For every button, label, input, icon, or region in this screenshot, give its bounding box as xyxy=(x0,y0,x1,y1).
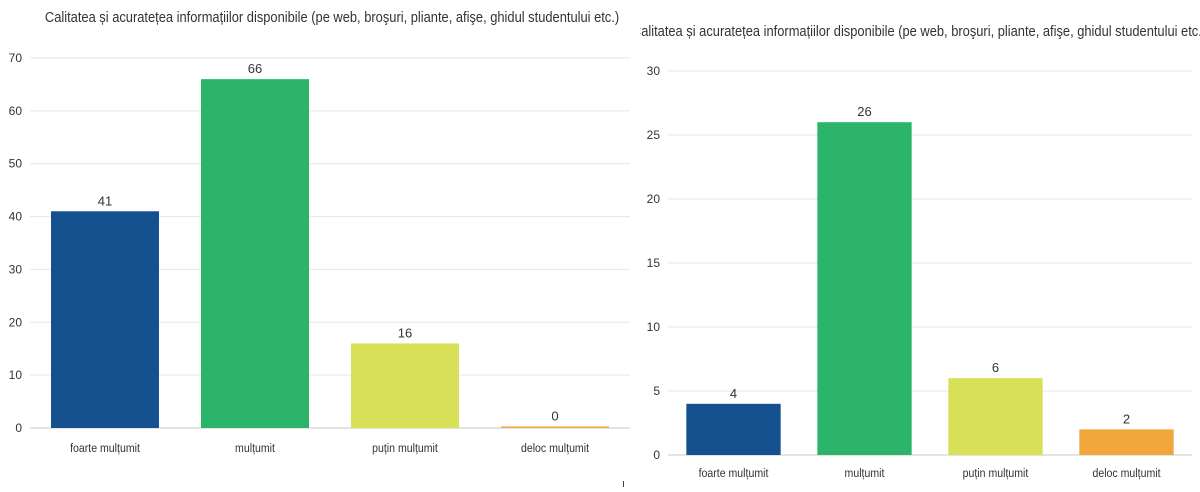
left-y-tick-label: 70 xyxy=(9,51,23,65)
right-bar-2 xyxy=(817,122,912,455)
chart-left-svg: Calitatea și acuratețea informațiilor di… xyxy=(9,8,630,455)
right-category-label: mulțumit xyxy=(845,467,886,480)
left-category-label: mulțumit xyxy=(235,442,276,455)
left-y-tick-label: 60 xyxy=(9,104,23,118)
left-bar-4 xyxy=(501,426,609,428)
left-y-tick-label: 10 xyxy=(9,368,23,382)
right-bar-3 xyxy=(948,378,1043,455)
left-bar-1 xyxy=(51,211,159,428)
left-bar-3 xyxy=(351,343,459,428)
chart-left: Calitatea și acuratețea informațiilor di… xyxy=(9,8,630,455)
right-y-tick-label: 20 xyxy=(647,192,661,206)
right-y-tick-label: 30 xyxy=(647,64,661,78)
right-y-tick-label: 15 xyxy=(647,256,661,270)
right-category-label: puțin mulțumit xyxy=(963,467,1030,480)
left-bar-value-label: 0 xyxy=(551,409,558,424)
left-y-tick-label: 20 xyxy=(9,315,23,329)
left-bar-2 xyxy=(201,79,309,429)
left-y-tick-label: 0 xyxy=(15,421,22,435)
left-bar-value-label: 16 xyxy=(398,325,412,340)
right-bar-value-label: 6 xyxy=(992,360,999,375)
left-y-tick-label: 50 xyxy=(9,157,23,171)
left-category-label: deloc mulțumit xyxy=(521,442,590,455)
right-bar-value-label: 2 xyxy=(1123,411,1130,426)
right-bar-1 xyxy=(686,403,781,455)
right-y-tick-label: 5 xyxy=(653,384,660,398)
left-bar-value-label: 66 xyxy=(248,61,262,76)
right-category-label: deloc mulțumit xyxy=(1092,467,1161,480)
right-bar-value-label: 4 xyxy=(730,386,737,401)
chart-right-svg: Calitatea și acuratețea informațiilor di… xyxy=(632,22,1200,480)
divider-mark xyxy=(623,481,624,487)
right-y-tick-label: 10 xyxy=(647,320,661,334)
right-category-label: foarte mulțumit xyxy=(699,467,770,480)
right-y-tick-label: 25 xyxy=(647,128,661,142)
left-category-label: foarte mulțumit xyxy=(70,442,141,455)
left-bar-value-label: 41 xyxy=(98,193,112,208)
left-chart-title: Calitatea și acuratețea informațiilor di… xyxy=(45,8,619,25)
left-y-tick-label: 40 xyxy=(9,210,23,224)
chart-right: Calitatea și acuratețea informațiilor di… xyxy=(632,0,1200,487)
right-bar-value-label: 26 xyxy=(857,104,871,119)
left-y-tick-label: 30 xyxy=(9,262,23,276)
right-y-tick-label: 0 xyxy=(653,448,660,462)
left-category-label: puțin mulțumit xyxy=(372,442,439,455)
right-chart-title: Calitatea și acuratețea informațiilor di… xyxy=(640,22,1200,39)
right-bar-4 xyxy=(1079,429,1174,455)
